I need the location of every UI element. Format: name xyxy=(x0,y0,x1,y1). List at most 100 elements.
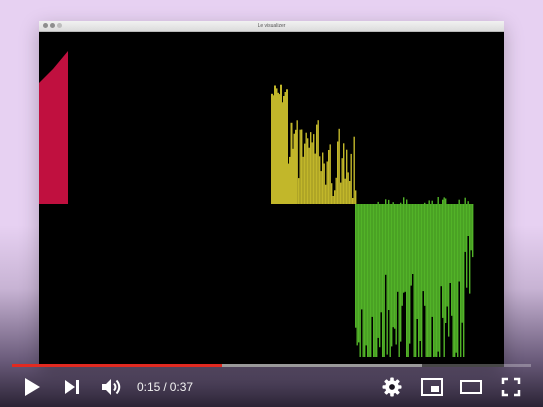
green-bar xyxy=(388,199,390,310)
band-green xyxy=(355,197,474,357)
green-bar xyxy=(379,204,381,348)
yellow-bar xyxy=(281,102,284,204)
green-bar xyxy=(410,204,412,286)
green-bar xyxy=(397,204,399,292)
yellow-bar xyxy=(346,149,348,204)
played-bar xyxy=(12,364,223,367)
green-bar xyxy=(463,204,465,357)
green-bar xyxy=(373,204,375,357)
yellow-bar xyxy=(322,152,324,204)
next-icon xyxy=(65,380,79,394)
zoom-window-icon[interactable] xyxy=(57,23,62,28)
green-bar xyxy=(443,197,445,357)
settings-button[interactable] xyxy=(378,375,406,399)
window-titlebar[interactable]: Le visualizer xyxy=(39,21,504,32)
progress-bar[interactable] xyxy=(12,364,531,367)
yellow-bar xyxy=(332,196,334,204)
yellow-bar xyxy=(352,198,354,204)
volume-icon xyxy=(102,379,121,395)
band-yellow xyxy=(271,84,357,204)
yellow-bar xyxy=(316,124,318,204)
miniplayer-button[interactable] xyxy=(418,375,446,399)
green-bar xyxy=(403,197,405,293)
green-bar xyxy=(412,204,414,274)
green-bar xyxy=(439,204,441,357)
theater-mode-button[interactable] xyxy=(457,375,485,399)
green-bar xyxy=(377,201,379,338)
green-bar xyxy=(470,204,472,251)
green-bar xyxy=(418,204,420,357)
green-bar xyxy=(433,204,435,357)
green-bar xyxy=(442,199,444,318)
yellow-bar xyxy=(287,163,290,204)
visualizer-canvas xyxy=(39,51,474,357)
yellow-bar xyxy=(314,153,316,204)
minimize-window-icon[interactable] xyxy=(50,23,55,28)
yellow-bar xyxy=(301,129,303,204)
yellow-bar xyxy=(331,183,333,204)
green-bar xyxy=(451,204,453,316)
green-bar xyxy=(472,204,474,258)
green-bar xyxy=(407,204,409,357)
green-bar xyxy=(461,204,463,323)
play-button[interactable] xyxy=(18,375,46,399)
yellow-bar xyxy=(308,147,310,204)
current-time: 0:15 xyxy=(137,380,161,394)
yellow-bar xyxy=(278,94,281,204)
green-bar xyxy=(427,204,429,357)
yellow-bar xyxy=(295,129,297,204)
green-bar xyxy=(398,204,400,357)
theater-mode-icon xyxy=(460,380,482,394)
yellow-bar xyxy=(299,129,301,204)
green-bar xyxy=(380,204,382,313)
green-bar xyxy=(422,204,424,292)
yellow-bar xyxy=(325,184,327,204)
yellow-bar xyxy=(277,92,279,204)
play-icon xyxy=(25,378,40,396)
yellow-bar xyxy=(347,172,349,204)
green-bar xyxy=(469,204,471,294)
green-bar xyxy=(457,204,459,357)
yellow-bar xyxy=(341,158,343,204)
next-button[interactable] xyxy=(58,375,86,399)
time-display: 0:15/0:37 xyxy=(137,379,193,395)
yellow-bar xyxy=(329,144,331,204)
yellow-bar xyxy=(310,132,312,204)
yellow-bar xyxy=(311,142,313,204)
window-title: Le visualizer xyxy=(257,23,286,29)
yellow-bar xyxy=(344,178,346,204)
yellow-bar xyxy=(335,177,337,204)
green-bar xyxy=(367,204,369,357)
green-bar xyxy=(460,204,462,357)
green-bar xyxy=(370,204,372,357)
fullscreen-button[interactable] xyxy=(497,375,525,399)
green-bar xyxy=(431,200,433,317)
green-bar xyxy=(371,204,373,317)
green-bar xyxy=(452,204,454,357)
yellow-bar xyxy=(293,133,296,204)
green-bar xyxy=(419,204,421,341)
yellow-bar xyxy=(313,134,315,204)
yellow-bar xyxy=(275,88,278,204)
green-bar xyxy=(421,204,423,357)
green-bar xyxy=(395,204,397,345)
green-bar xyxy=(440,204,442,287)
green-bar xyxy=(400,202,402,342)
miniplayer-icon xyxy=(421,378,443,396)
yellow-bar xyxy=(319,156,321,204)
yellow-bar xyxy=(284,92,287,204)
green-bar xyxy=(454,204,456,357)
yellow-bar xyxy=(355,190,357,204)
green-bar xyxy=(368,204,370,357)
yellow-bar xyxy=(302,156,304,204)
green-bar xyxy=(392,202,394,328)
volume-button[interactable] xyxy=(98,375,126,399)
green-bar xyxy=(385,199,387,275)
green-bar xyxy=(383,204,385,357)
close-window-icon[interactable] xyxy=(43,23,48,28)
green-bar xyxy=(464,197,466,252)
green-bar xyxy=(466,204,468,288)
yellow-bar xyxy=(334,190,336,204)
green-bar xyxy=(409,204,411,344)
time-separator: / xyxy=(163,380,167,394)
